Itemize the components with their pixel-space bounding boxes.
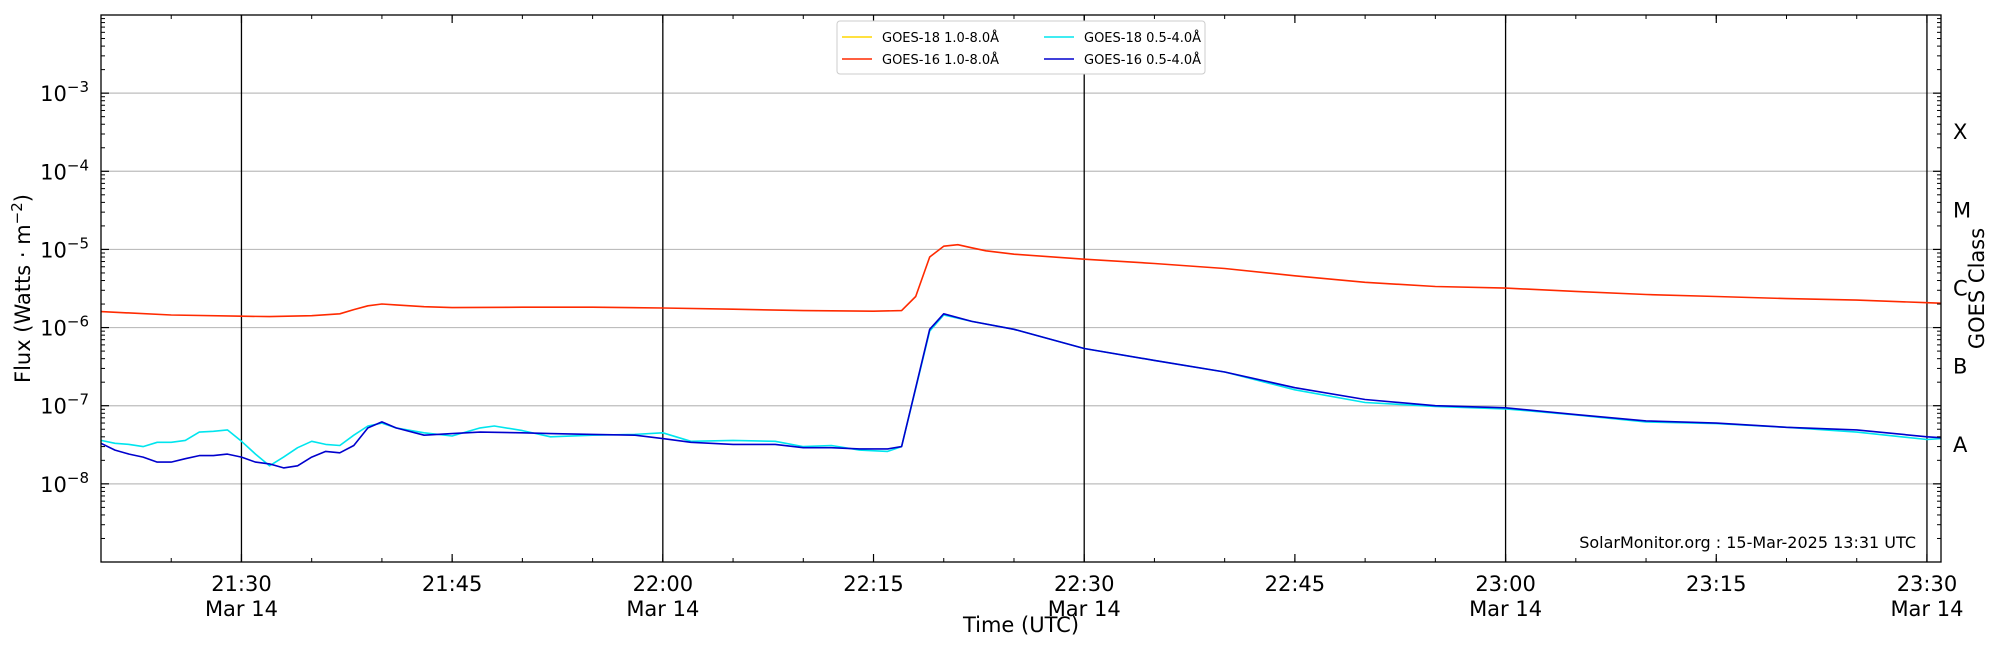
legend-box [836,20,1206,75]
source-watermark: SolarMonitor.org : 15-Mar-2025 13:31 UTC [1579,533,1916,552]
legend-label-3: GOES-18 0.5-4.0Å [1084,30,1201,46]
y-tick-label: 10−6 [40,313,89,341]
x-tick-label-time: 22:15 [843,572,904,596]
goes-class-a: A [1953,433,1968,457]
y-tick-label: 10−4 [40,156,89,184]
legend-label-4: GOES-16 0.5-4.0Å [1084,52,1201,68]
grid-lines [101,92,1941,485]
y-axis-ticks: 10−8 10−7 10−6 10−5 10−4 10−3 [40,18,1941,539]
x-tick-label-date: Mar 14 [626,597,699,621]
goes-class-m: M [1953,198,1971,222]
series-lines [100,243,1942,469]
x-tick-label-time: 21:45 [422,572,483,596]
plot-frame [100,14,1942,563]
x-tick-label-time: 22:45 [1265,572,1326,596]
series-line-4 [100,312,1942,469]
x-tick-label-date: Mar 14 [1048,597,1121,621]
goes-class-x: X [1953,120,1967,144]
day-boundary-lines [240,15,1928,562]
x-tick-label-time: 23:00 [1475,572,1536,596]
y-tick-label: 10−5 [40,234,89,262]
y-tick-label: 10−8 [40,469,89,497]
x-tick-label-time: 23:30 [1897,572,1958,596]
legend: GOES-18 1.0-8.0Å GOES-16 1.0-8.0Å GOES-18 … [836,20,1206,75]
x-tick-label-date: Mar 14 [1469,597,1542,621]
y-tick-label: 10−7 [40,391,89,419]
y-tick-label: 10−3 [40,78,89,106]
goes-class-c: C [1953,277,1968,301]
x-tick-label-time: 21:30 [211,572,272,596]
legend-label-1: GOES-18 1.0-8.0Å [882,30,999,46]
legend-label-2: GOES-16 1.0-8.0Å [882,52,999,68]
series-line-2 [100,243,1942,318]
right-axis-title: GOES Class [1965,228,1989,349]
x-tick-label-date: Mar 14 [1890,597,1963,621]
goes-class-labels: A B C M X [1953,120,1971,457]
x-tick-label-time: 22:30 [1054,572,1115,596]
x-tick-label-time: 23:15 [1686,572,1747,596]
x-axis-title: Time (UTC) [962,613,1079,637]
x-tick-label-date: Mar 14 [205,597,278,621]
y-axis-title: Flux (Watts · m−2) [8,194,35,383]
goes-class-b: B [1953,355,1967,379]
x-tick-label-time: 22:00 [633,572,694,596]
